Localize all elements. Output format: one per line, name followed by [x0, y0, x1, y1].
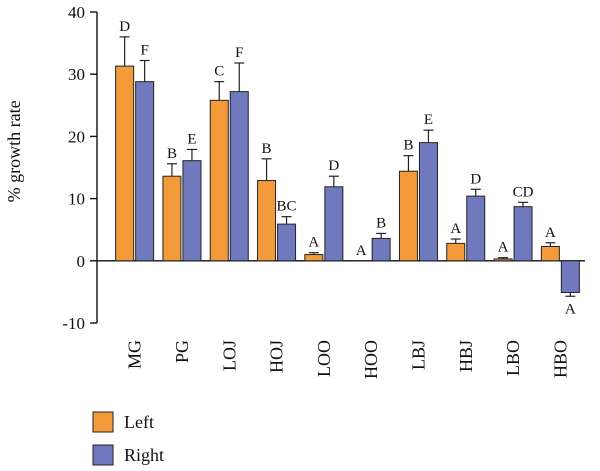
significance-letter: D — [470, 171, 481, 187]
bar-right-lbj — [418, 142, 438, 262]
bar-right-mg — [135, 81, 155, 262]
significance-letter: A — [450, 221, 461, 237]
x-tick-label: LOO — [314, 340, 334, 377]
significance-letter: F — [235, 45, 243, 61]
significance-letter: A — [565, 301, 576, 317]
legend-label-right: Right — [124, 445, 164, 465]
y-tick-label: 30 — [68, 65, 85, 84]
significance-letter: CD — [513, 184, 534, 200]
significance-letter: D — [119, 19, 130, 35]
x-tick-label: MG — [125, 340, 145, 369]
significance-letter: B — [262, 141, 272, 157]
significance-letter: A — [308, 235, 319, 251]
significance-letter: A — [356, 243, 367, 259]
significance-letter: D — [328, 158, 339, 174]
y-tick-label: 10 — [68, 190, 85, 209]
y-tick-label: 40 — [68, 3, 85, 22]
x-tick-label: HBO — [550, 340, 570, 378]
bar-right-hbo — [560, 260, 580, 294]
bars — [115, 36, 580, 297]
x-tick-label: HOJ — [267, 340, 287, 373]
significance-letter: B — [376, 215, 386, 231]
y-tick-label: 0 — [77, 252, 86, 271]
labels: DFMGBEPGCFLOJBBCHOJADLOOABHOOBELBJADHBJA… — [119, 19, 576, 379]
bar-right-hoo — [371, 237, 391, 262]
bar-right-hbj — [466, 195, 486, 262]
x-tick-label: HBJ — [456, 340, 476, 372]
bar-left-loo — [304, 254, 324, 262]
legend-swatch-right — [92, 444, 114, 466]
legend-swatch-left — [92, 411, 114, 433]
significance-letter: A — [498, 240, 509, 256]
bar-left-hbo — [540, 245, 560, 262]
x-tick-label: HOO — [361, 340, 381, 379]
bar-left-hbj — [446, 242, 466, 262]
significance-letter: A — [545, 225, 556, 241]
bar-right-pg — [182, 160, 202, 262]
significance-letter: E — [424, 112, 433, 128]
significance-letter: E — [187, 131, 196, 147]
bar-left-mg — [115, 65, 135, 262]
legend: Left Right — [92, 411, 164, 466]
significance-letter: C — [214, 64, 224, 80]
significance-letter: B — [167, 146, 177, 162]
y-axis-title: % growth rate — [4, 100, 24, 202]
bar-right-loo — [324, 186, 344, 262]
x-tick-label: LBJ — [408, 340, 428, 370]
bar-left-loj — [209, 99, 229, 262]
significance-letter: BC — [277, 199, 297, 215]
y-tick-label: 20 — [68, 127, 85, 146]
axes: -10 0 10 20 30 40 % growth rate — [4, 3, 585, 333]
legend-label-left: Left — [124, 412, 154, 432]
y-tick-label: -10 — [62, 314, 85, 333]
x-tick-label: PG — [172, 340, 192, 363]
significance-letter: F — [140, 43, 148, 59]
x-tick-label: LBO — [503, 340, 523, 376]
bar-right-hoj — [277, 223, 297, 262]
bar-right-loj — [229, 91, 249, 262]
bar-left-lbj — [398, 170, 418, 262]
bar-right-lbo — [513, 206, 533, 262]
bar-left-hoj — [257, 180, 277, 262]
bar-left-pg — [162, 175, 182, 262]
significance-letter: B — [403, 138, 413, 154]
bar-left-lbo — [493, 258, 513, 262]
x-tick-label: LOJ — [219, 340, 239, 371]
